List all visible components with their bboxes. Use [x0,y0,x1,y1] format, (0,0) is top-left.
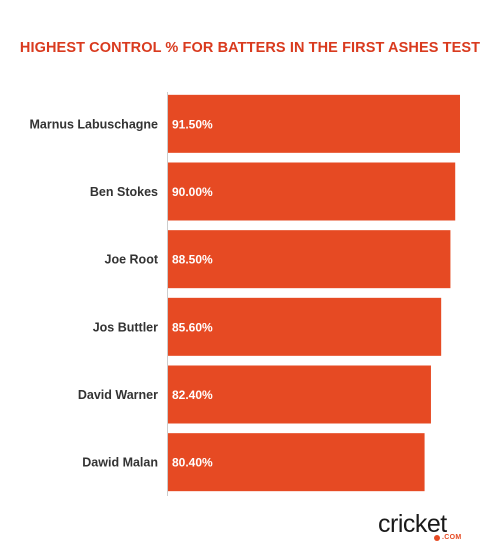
bar-5 [168,433,425,492]
chart-title: HIGHEST CONTROL % FOR BATTERS IN THE FIR… [19,40,481,56]
category-label-2: Joe Root [105,253,159,267]
value-label-2: 88.50% [172,253,213,267]
logo-domain: .COM [442,534,462,541]
bar-4 [168,365,431,424]
bar-0 [168,94,460,153]
category-label-5: Dawid Malan [82,456,158,470]
category-label-4: David Warner [78,388,158,402]
bar-2 [168,230,451,289]
value-label-1: 90.00% [172,185,213,199]
value-label-4: 82.40% [172,388,213,402]
category-label-0: Marnus Labuschagne [30,117,159,131]
value-label-5: 80.40% [172,456,213,470]
value-label-0: 91.50% [172,117,213,131]
category-label-3: Jos Buttler [93,320,158,334]
cricket-com-logo: cricket .COM [378,510,478,544]
value-label-3: 85.60% [172,320,213,334]
logo-dot [434,535,440,541]
bar-1 [168,162,456,221]
logo-wordmark: cricket [378,510,447,538]
bar-3 [168,297,442,356]
category-label-1: Ben Stokes [90,185,158,199]
